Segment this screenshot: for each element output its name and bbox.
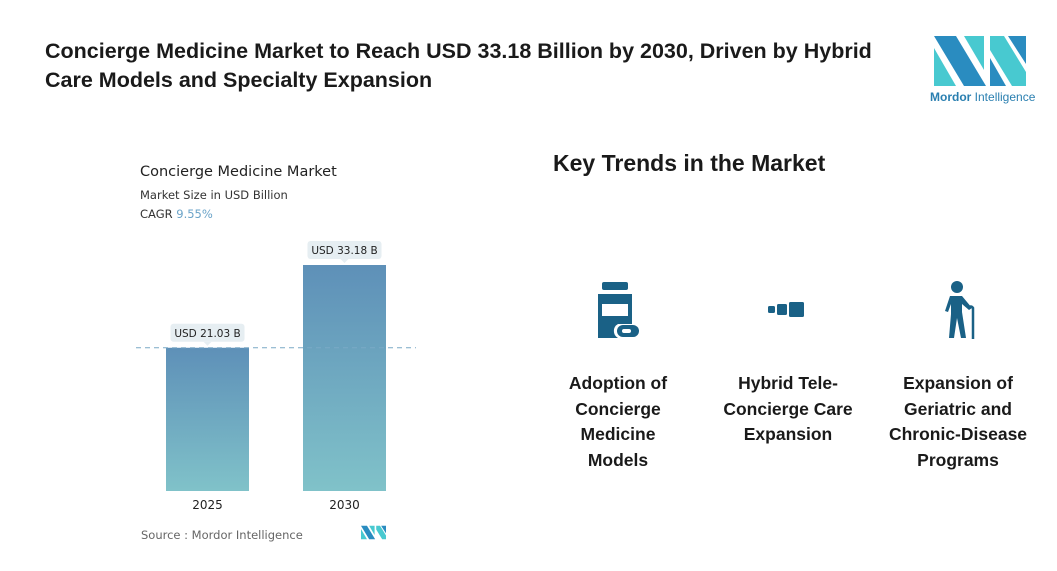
- bar-2025: [166, 347, 249, 491]
- growing-blocks-icon: [768, 302, 804, 317]
- trend-item: Adoption of Concierge Medicine Models: [548, 280, 688, 473]
- bar-2030: [303, 265, 386, 491]
- data-label-pointer: [340, 259, 349, 263]
- trend-label: Adoption of Concierge Medicine Models: [568, 373, 668, 470]
- bar-chart: USD 21.03 B 2025 USD 33.18 B 2030: [136, 241, 416, 512]
- medicine-bottle-icon: [598, 282, 639, 338]
- data-label: USD 21.03 B: [174, 328, 240, 340]
- elderly-person-icon: [945, 281, 975, 339]
- trend-item: Expansion of Geriatric and Chronic-Disea…: [888, 280, 1028, 473]
- trends-title: Key Trends in the Market: [553, 150, 826, 176]
- data-label-bg: [307, 241, 382, 259]
- trend-label: Hybrid Tele-Concierge Care Expansion: [723, 373, 853, 444]
- data-label-pointer: [203, 341, 212, 346]
- data-label: USD 33.18 B: [311, 245, 377, 257]
- trend-item: Hybrid Tele-Concierge Care Expansion: [718, 280, 858, 448]
- data-label-bg: [170, 323, 245, 342]
- mordor-intelligence-logo: Mordor Intelligence: [930, 36, 1035, 106]
- logo-text-light: Intelligence: [974, 90, 1036, 104]
- chart-title: Concierge Medicine Market: [140, 164, 337, 180]
- logo-text-bold: Mordor: [930, 90, 972, 104]
- cagr-label: CAGR: [140, 207, 173, 221]
- x-tick-label: 2025: [192, 498, 223, 512]
- chart-cagr: CAGR 9.55%: [140, 207, 213, 221]
- logo-mark-icon: [934, 36, 1026, 86]
- x-tick-label: 2030: [329, 498, 360, 512]
- cagr-value: 9.55%: [176, 207, 213, 221]
- chart-subtitle: Market Size in USD Billion: [140, 188, 288, 202]
- source-logo-icon: [361, 525, 386, 540]
- page-headline: Concierge Medicine Market to Reach USD 3…: [45, 39, 872, 92]
- source-note: Source : Mordor Intelligence: [141, 528, 303, 542]
- trend-label: Expansion of Geriatric and Chronic-Disea…: [888, 373, 1028, 470]
